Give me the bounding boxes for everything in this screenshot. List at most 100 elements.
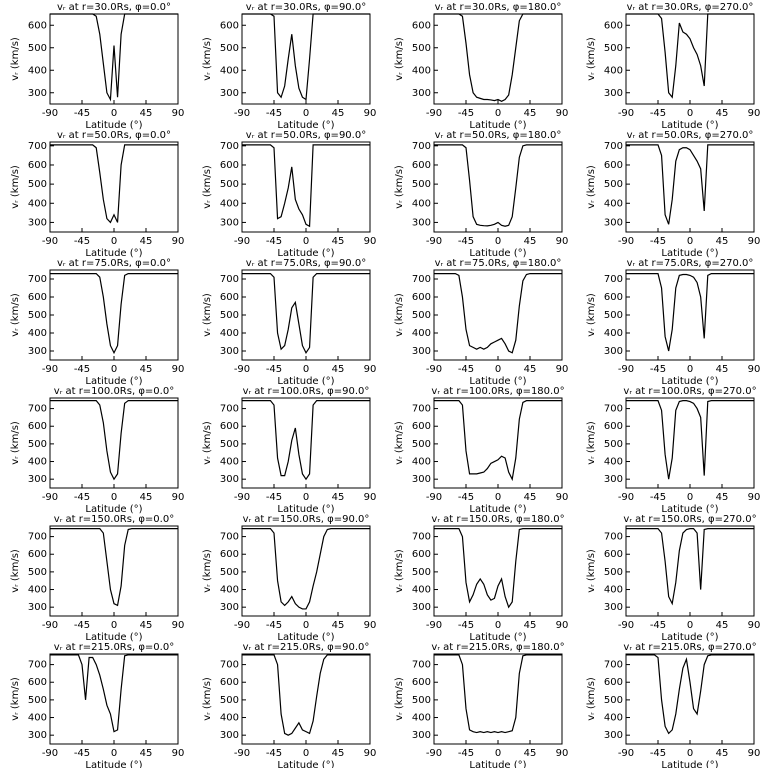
x-tick-label: -45 (458, 748, 474, 759)
x-tick-label: 45 (716, 492, 729, 503)
x-tick-label: 90 (364, 748, 377, 759)
y-tick-label: 700 (412, 660, 431, 671)
y-axis-label: vᵣ (km/s) (10, 677, 21, 721)
x-tick-label: -90 (618, 236, 634, 247)
x-tick-label: -45 (266, 108, 282, 119)
x-tick-label: 45 (524, 364, 537, 375)
x-tick-label: 90 (748, 236, 761, 247)
x-tick-label: -90 (234, 236, 250, 247)
panel: vᵣ at r=30.0Rs, φ=180.0° -90 -45 0 45 90 300 40… (394, 2, 568, 131)
y-tick-label: 300 (220, 474, 239, 485)
x-tick-label: 0 (111, 748, 117, 759)
data-line (50, 528, 178, 607)
y-tick-label: 300 (604, 602, 623, 613)
data-line (50, 273, 178, 355)
x-tick-label: -45 (74, 236, 90, 247)
y-tick-label: 500 (28, 179, 47, 190)
plot-frame (433, 653, 563, 745)
data-line (242, 13, 370, 101)
y-tick-label: 300 (28, 217, 47, 228)
x-axis-label: Latitude (°) (277, 376, 334, 387)
y-tick-label: 400 (412, 713, 431, 724)
x-tick-label: 45 (332, 108, 345, 119)
x-axis-label: Latitude (°) (85, 120, 142, 131)
panel: vᵣ at r=100.0Rs, φ=0.0° -90 -45 0 45 90 300 400… (10, 386, 184, 515)
y-tick-label: 700 (412, 532, 431, 543)
y-axis-label: vᵣ (km/s) (586, 549, 597, 593)
x-axis-label: Latitude (°) (661, 632, 718, 643)
plot-frame (625, 269, 755, 361)
x-tick-label: -45 (458, 492, 474, 503)
x-tick-label: -45 (74, 492, 90, 503)
x-tick-label: -90 (618, 108, 634, 119)
x-axis-label: Latitude (°) (85, 248, 142, 259)
x-tick-label: -90 (618, 364, 634, 375)
x-axis-label: Latitude (°) (661, 248, 718, 259)
data-line (50, 144, 178, 224)
x-tick-label: 90 (556, 108, 569, 119)
y-tick-label: 300 (28, 602, 47, 613)
y-tick-label: 400 (604, 585, 623, 596)
data-line (626, 400, 754, 480)
data-line (242, 400, 370, 481)
x-tick-label: 90 (556, 748, 569, 759)
x-tick-label: 45 (140, 364, 153, 375)
x-axis-label: Latitude (°) (661, 504, 718, 515)
y-tick-label: 700 (604, 274, 623, 285)
x-tick-label: -45 (650, 620, 666, 631)
x-tick-label: 0 (495, 748, 501, 759)
x-tick-label: 90 (364, 108, 377, 119)
y-tick-label: 500 (412, 310, 431, 321)
plot-frame (241, 653, 371, 745)
x-tick-label: 90 (364, 492, 377, 503)
x-tick-label: 90 (556, 492, 569, 503)
plot-frame (49, 397, 179, 489)
panel: vᵣ at r=150.0Rs, φ=90.0° -90 -45 0 45 90 300 40… (202, 514, 376, 643)
x-tick-label: -90 (426, 492, 442, 503)
data-line (434, 400, 562, 482)
y-axis-label: vᵣ (km/s) (394, 293, 405, 337)
y-tick-label: 400 (28, 328, 47, 339)
y-tick-label: 300 (412, 88, 431, 99)
y-axis-label: vᵣ (km/s) (202, 37, 213, 81)
y-tick-label: 300 (412, 217, 431, 228)
y-tick-label: 300 (412, 602, 431, 613)
x-axis-label: Latitude (°) (661, 376, 718, 387)
plot-frame (241, 13, 371, 105)
panel-title: vᵣ at r=30.0Rs, φ=180.0° (435, 2, 562, 13)
x-tick-label: 45 (716, 620, 729, 631)
y-tick-label: 600 (220, 20, 239, 31)
panel-title: vᵣ at r=30.0Rs, φ=0.0° (57, 2, 171, 13)
x-tick-label: 0 (495, 236, 501, 247)
y-tick-label: 400 (28, 198, 47, 209)
x-tick-label: -90 (42, 748, 58, 759)
x-axis-label: Latitude (°) (277, 760, 334, 768)
x-tick-label: -90 (426, 748, 442, 759)
data-line (50, 13, 178, 102)
x-tick-label: -45 (458, 236, 474, 247)
y-tick-label: 400 (220, 328, 239, 339)
x-tick-label: -45 (650, 108, 666, 119)
panel: vᵣ at r=215.0Rs, φ=270.0° -90 -45 0 45 90 300 4… (586, 642, 760, 771)
data-line (434, 13, 562, 102)
data-line (626, 528, 754, 606)
y-tick-label: 600 (412, 292, 431, 303)
y-tick-label: 300 (604, 217, 623, 228)
y-tick-label: 400 (412, 585, 431, 596)
y-tick-label: 400 (220, 713, 239, 724)
x-tick-label: -45 (266, 492, 282, 503)
panel: vᵣ at r=75.0Rs, φ=90.0° -90 -45 0 45 90 300 400… (202, 258, 376, 387)
x-tick-label: 90 (172, 364, 185, 375)
x-axis-label: Latitude (°) (469, 376, 526, 387)
x-tick-label: 0 (687, 108, 693, 119)
y-axis-label: vᵣ (km/s) (586, 165, 597, 209)
x-tick-label: 0 (687, 748, 693, 759)
x-tick-label: -90 (426, 364, 442, 375)
panel-title: vᵣ at r=215.0Rs, φ=270.0° (623, 642, 756, 653)
x-tick-label: 45 (140, 236, 153, 247)
x-tick-label: 90 (364, 236, 377, 247)
y-tick-label: 700 (220, 404, 239, 415)
x-axis-label: Latitude (°) (277, 632, 334, 643)
panel-title: vᵣ at r=30.0Rs, φ=90.0° (246, 2, 366, 13)
x-axis-label: Latitude (°) (85, 376, 142, 387)
